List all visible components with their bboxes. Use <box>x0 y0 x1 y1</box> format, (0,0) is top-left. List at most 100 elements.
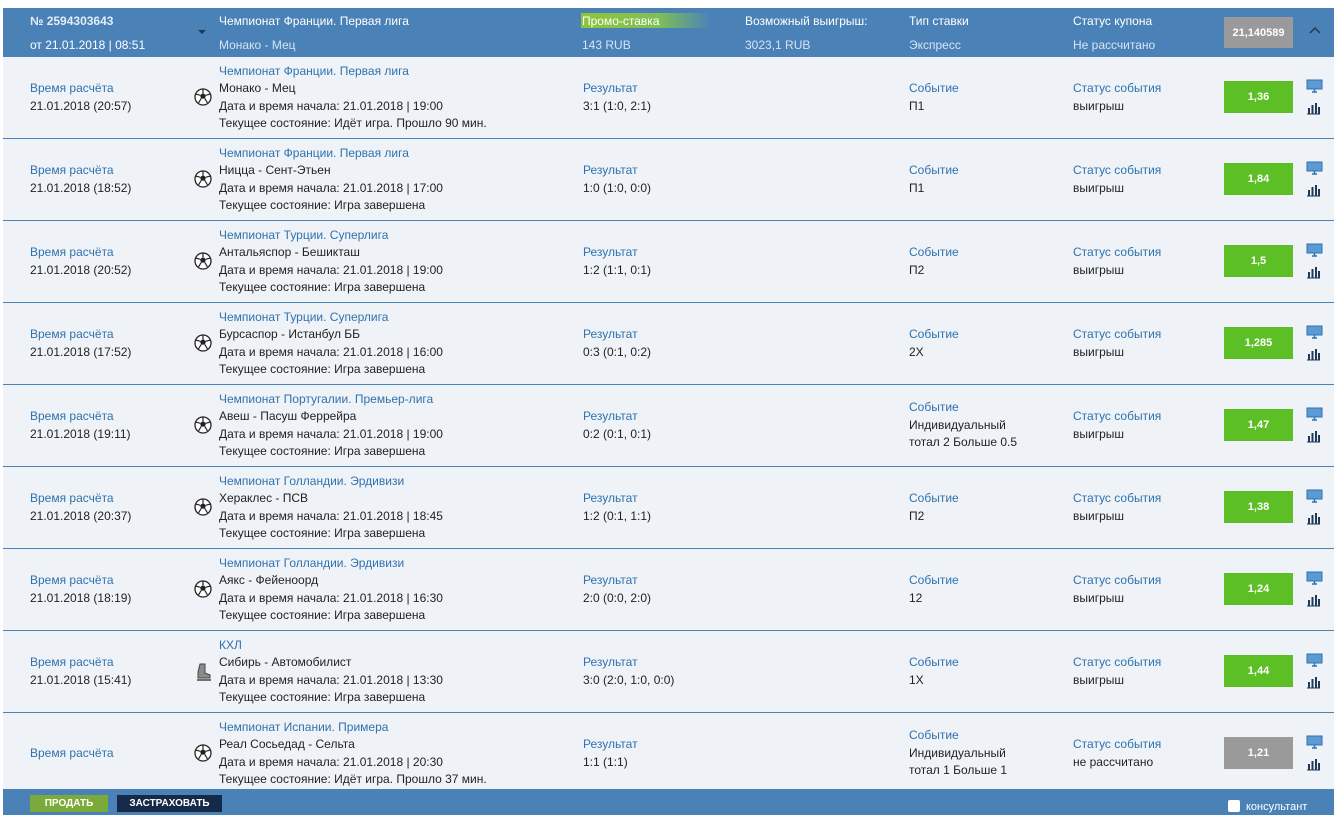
result-label: Результат <box>583 81 638 95</box>
video-icon[interactable] <box>1306 489 1323 504</box>
video-icon[interactable] <box>1306 325 1323 340</box>
calc-time: 21.01.2018 (18:52) <box>30 180 132 195</box>
status-value: Не рассчитано <box>1073 38 1156 52</box>
calc-time: 21.01.2018 (20:37) <box>30 508 132 523</box>
match-name: Хераклес - ПСВ <box>219 491 309 505</box>
calc-time: 21.01.2018 (15:41) <box>30 672 132 687</box>
calc-time: 21.01.2018 (17:52) <box>30 344 132 359</box>
match-state: Текущее состояние: Идёт игра. Прошло 37 … <box>219 772 487 786</box>
video-icon[interactable] <box>1306 79 1323 94</box>
promo-label: Промо-ставка <box>582 14 660 28</box>
event-status-value: выигрыш <box>1073 180 1125 195</box>
odds-box: 1,21 <box>1224 737 1293 769</box>
league-name: Чемпионат Голландии. Эрдивизи <box>219 473 405 488</box>
coupon-footer: ПРОДАТЬ ЗАСТРАХОВАТЬ консультант <box>3 789 1334 815</box>
league-name: Чемпионат Турции. Суперлига <box>219 227 389 242</box>
event-list: Время расчёта 21.01.2018 (20:57) Чемпионат… <box>3 57 1334 795</box>
result-column: Результат 1:2 (0:1, 1:1) <box>583 467 651 548</box>
event-row: Время расчёта 21.01.2018 (20:37) Чемпионат… <box>3 467 1334 549</box>
event-column: Событие Индивидуальный тотал 1 Больше 1 <box>909 713 1034 794</box>
dropdown-arrow[interactable] <box>197 28 207 36</box>
league-name: Чемпионат Португалии. Премьер-лига <box>219 391 434 406</box>
result-label: Результат <box>583 491 638 505</box>
event-status-value: выигрыш <box>1073 426 1125 441</box>
calc-label: Время расчёта <box>30 655 114 669</box>
match-column: Чемпионат Франции. Первая лига Ницца - Се… <box>219 139 443 220</box>
calc-label: Время расчёта <box>30 163 114 177</box>
stats-icon[interactable] <box>1306 184 1321 197</box>
stats-icon[interactable] <box>1306 512 1321 525</box>
stats-icon[interactable] <box>1306 266 1321 279</box>
start-time: Дата и время начала: 21.01.2018 | 16:00 <box>219 344 443 359</box>
calc-column: Время расчёта <box>30 713 114 794</box>
promo-highlight <box>581 13 711 28</box>
event-row: Время расчёта Чемпионат Испании. Примера Р… <box>3 713 1334 795</box>
video-icon[interactable] <box>1306 407 1323 422</box>
result-value: 1:2 (1:1, 0:1) <box>583 262 652 277</box>
football-icon <box>194 580 212 598</box>
calc-column: Время расчёта 21.01.2018 (17:52) <box>30 303 131 384</box>
result-value: 1:1 (1:1) <box>583 754 628 769</box>
event-status-label: Статус события <box>1073 81 1162 95</box>
event-label: Событие <box>909 327 959 341</box>
calc-label: Время расчёта <box>30 81 114 95</box>
result-label: Результат <box>583 163 638 177</box>
event-value: 2X <box>909 344 924 359</box>
event-value: 1X <box>909 672 924 687</box>
stats-icon[interactable] <box>1306 594 1321 607</box>
calc-time: 21.01.2018 (18:19) <box>30 590 132 605</box>
football-icon <box>194 170 212 188</box>
match-column: Чемпионат Турции. Суперлига Антальяспор -… <box>219 221 443 302</box>
stats-icon[interactable] <box>1306 348 1321 361</box>
coupon-coefficient: 21,140589 <box>1224 17 1293 48</box>
stats-icon[interactable] <box>1306 758 1321 771</box>
video-icon[interactable] <box>1306 161 1323 176</box>
video-icon[interactable] <box>1306 653 1323 668</box>
consultant-checkbox[interactable] <box>1228 800 1240 812</box>
result-column: Результат 0:2 (0:1, 0:1) <box>583 385 651 466</box>
match-state: Текущее состояние: Игра завершена <box>219 608 426 622</box>
insure-button[interactable]: ЗАСТРАХОВАТЬ <box>117 795 222 812</box>
match-column: Чемпионат Франции. Первая лига Монако - М… <box>219 57 487 138</box>
match-name: Бурсаспор - Истанбул ББ <box>219 327 361 341</box>
football-icon <box>194 744 212 762</box>
start-time: Дата и время начала: 21.01.2018 | 19:00 <box>219 262 443 277</box>
odds-box: 1,24 <box>1224 573 1293 605</box>
header-match: Монако - Мец <box>219 38 296 52</box>
status-label: Статус купона <box>1073 14 1153 28</box>
collapse-caret[interactable] <box>1308 25 1322 35</box>
event-status-label: Статус события <box>1073 245 1162 259</box>
video-icon[interactable] <box>1306 735 1323 750</box>
video-icon[interactable] <box>1306 571 1323 586</box>
result-label: Результат <box>583 655 638 669</box>
coupon-header: № 2594303643 от 21.01.2018 | 08:51 Чемпи… <box>3 8 1334 57</box>
calc-column: Время расчёта 21.01.2018 (18:19) <box>30 549 131 630</box>
sell-button[interactable]: ПРОДАТЬ <box>30 795 108 812</box>
result-value: 0:2 (0:1, 0:1) <box>583 426 652 441</box>
coupon-number: № 2594303643 <box>30 14 114 28</box>
coupon: № 2594303643 от 21.01.2018 | 08:51 Чемпи… <box>3 8 1334 815</box>
video-icon[interactable] <box>1306 243 1323 258</box>
start-time: Дата и время начала: 21.01.2018 | 19:00 <box>219 98 443 113</box>
stats-icon[interactable] <box>1306 102 1321 115</box>
stats-icon[interactable] <box>1306 430 1321 443</box>
match-state: Текущее состояние: Игра завершена <box>219 444 426 458</box>
match-state: Текущее состояние: Игра завершена <box>219 690 426 704</box>
league-name: КХЛ <box>219 637 242 652</box>
result-label: Результат <box>583 573 638 587</box>
football-icon <box>194 88 212 106</box>
event-row: Время расчёта 21.01.2018 (15:41) КХЛ Сибирь… <box>3 631 1334 713</box>
match-state: Текущее состояние: Игра завершена <box>219 280 426 294</box>
event-label: Событие <box>909 163 959 177</box>
status-column: Статус события не рассчитано <box>1073 713 1161 794</box>
event-value: П1 <box>909 98 925 113</box>
event-status-value: выигрыш <box>1073 262 1125 277</box>
start-time: Дата и время начала: 21.01.2018 | 13:30 <box>219 672 443 687</box>
start-time: Дата и время начала: 21.01.2018 | 18:45 <box>219 508 443 523</box>
stats-icon[interactable] <box>1306 676 1321 689</box>
match-name: Монако - Мец <box>219 81 296 95</box>
event-value: 12 <box>909 590 923 605</box>
league-name: Чемпионат Франции. Первая лига <box>219 145 409 160</box>
calc-label: Время расчёта <box>30 409 114 423</box>
event-column: Событие П1 <box>909 139 1034 220</box>
